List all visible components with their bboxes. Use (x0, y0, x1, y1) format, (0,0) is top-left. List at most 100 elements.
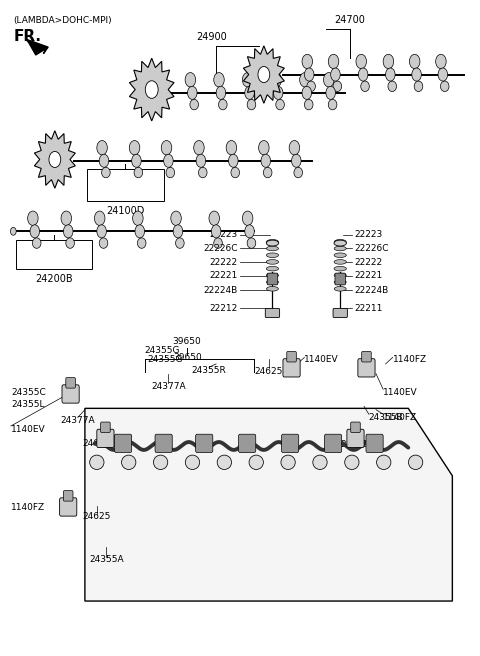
FancyBboxPatch shape (239, 434, 256, 453)
Ellipse shape (334, 273, 346, 277)
Ellipse shape (300, 73, 310, 87)
Ellipse shape (289, 140, 300, 155)
FancyBboxPatch shape (196, 434, 213, 453)
Ellipse shape (266, 266, 278, 271)
Ellipse shape (266, 253, 278, 258)
Ellipse shape (334, 246, 346, 251)
Ellipse shape (231, 167, 240, 178)
Circle shape (30, 225, 39, 238)
Circle shape (258, 66, 270, 83)
FancyBboxPatch shape (66, 378, 75, 388)
Ellipse shape (242, 211, 253, 226)
Ellipse shape (218, 99, 227, 110)
Ellipse shape (294, 167, 302, 178)
Ellipse shape (334, 253, 346, 258)
Polygon shape (243, 46, 284, 103)
Circle shape (97, 225, 107, 238)
Text: 22223: 22223 (355, 230, 383, 239)
Text: 22226C: 22226C (355, 244, 389, 253)
Ellipse shape (383, 54, 394, 69)
Ellipse shape (408, 455, 423, 470)
Ellipse shape (302, 54, 312, 69)
Ellipse shape (194, 140, 204, 155)
FancyBboxPatch shape (155, 434, 172, 453)
FancyBboxPatch shape (265, 308, 280, 318)
Polygon shape (35, 131, 75, 188)
Text: 1140FZ: 1140FZ (393, 356, 427, 365)
Ellipse shape (388, 81, 396, 92)
Ellipse shape (132, 211, 143, 226)
Circle shape (291, 154, 301, 167)
Polygon shape (85, 408, 452, 601)
Circle shape (261, 154, 271, 167)
FancyBboxPatch shape (283, 359, 300, 377)
Text: 24355G: 24355G (144, 346, 180, 356)
Ellipse shape (436, 54, 446, 69)
Ellipse shape (409, 54, 420, 69)
Ellipse shape (334, 280, 346, 284)
FancyBboxPatch shape (366, 434, 383, 453)
Circle shape (274, 87, 283, 99)
Circle shape (99, 154, 109, 167)
FancyBboxPatch shape (115, 434, 132, 453)
Ellipse shape (137, 238, 146, 249)
Text: 22222: 22222 (209, 258, 238, 266)
Ellipse shape (214, 73, 224, 87)
Ellipse shape (129, 140, 140, 155)
Polygon shape (26, 39, 48, 55)
Ellipse shape (90, 455, 104, 470)
Text: 24900: 24900 (196, 32, 227, 42)
Text: 24625: 24625 (83, 512, 111, 522)
Ellipse shape (185, 73, 196, 87)
Ellipse shape (334, 260, 347, 264)
Ellipse shape (281, 455, 295, 470)
Circle shape (211, 225, 221, 238)
Text: 1140EV: 1140EV (383, 388, 418, 397)
Text: 1140FZ: 1140FZ (383, 413, 417, 422)
Ellipse shape (266, 260, 278, 264)
Circle shape (49, 152, 60, 167)
Ellipse shape (161, 140, 172, 155)
Text: 24377A: 24377A (60, 416, 95, 425)
Circle shape (385, 68, 395, 81)
FancyBboxPatch shape (324, 434, 342, 453)
Ellipse shape (266, 273, 278, 277)
Ellipse shape (333, 81, 342, 92)
Ellipse shape (361, 81, 369, 92)
FancyBboxPatch shape (101, 422, 110, 432)
Ellipse shape (217, 455, 231, 470)
Ellipse shape (185, 455, 200, 470)
Text: 1140EV: 1140EV (304, 356, 339, 365)
Circle shape (326, 87, 336, 99)
Circle shape (245, 87, 254, 99)
Text: 1140EV: 1140EV (11, 424, 46, 434)
Ellipse shape (209, 211, 219, 226)
Circle shape (245, 225, 254, 238)
Ellipse shape (226, 140, 237, 155)
FancyBboxPatch shape (97, 429, 114, 447)
Ellipse shape (121, 455, 136, 470)
FancyBboxPatch shape (281, 434, 299, 453)
Ellipse shape (171, 211, 181, 226)
Circle shape (135, 225, 144, 238)
Text: 24355B: 24355B (369, 413, 404, 422)
Ellipse shape (334, 287, 346, 291)
Circle shape (173, 225, 183, 238)
FancyBboxPatch shape (362, 352, 371, 362)
FancyBboxPatch shape (287, 352, 296, 362)
Text: 22212: 22212 (209, 304, 238, 313)
Ellipse shape (266, 287, 278, 291)
Text: 24200B: 24200B (35, 274, 72, 285)
Ellipse shape (304, 99, 313, 110)
Text: 22224B: 22224B (204, 285, 238, 295)
Ellipse shape (334, 240, 347, 246)
Ellipse shape (247, 99, 256, 110)
Circle shape (228, 154, 238, 167)
Ellipse shape (259, 140, 269, 155)
Ellipse shape (271, 73, 281, 87)
Text: 24355G: 24355G (147, 356, 182, 365)
Circle shape (188, 87, 197, 99)
Text: 22226C: 22226C (203, 244, 238, 253)
Text: 24100D: 24100D (106, 206, 144, 216)
FancyBboxPatch shape (63, 491, 73, 501)
